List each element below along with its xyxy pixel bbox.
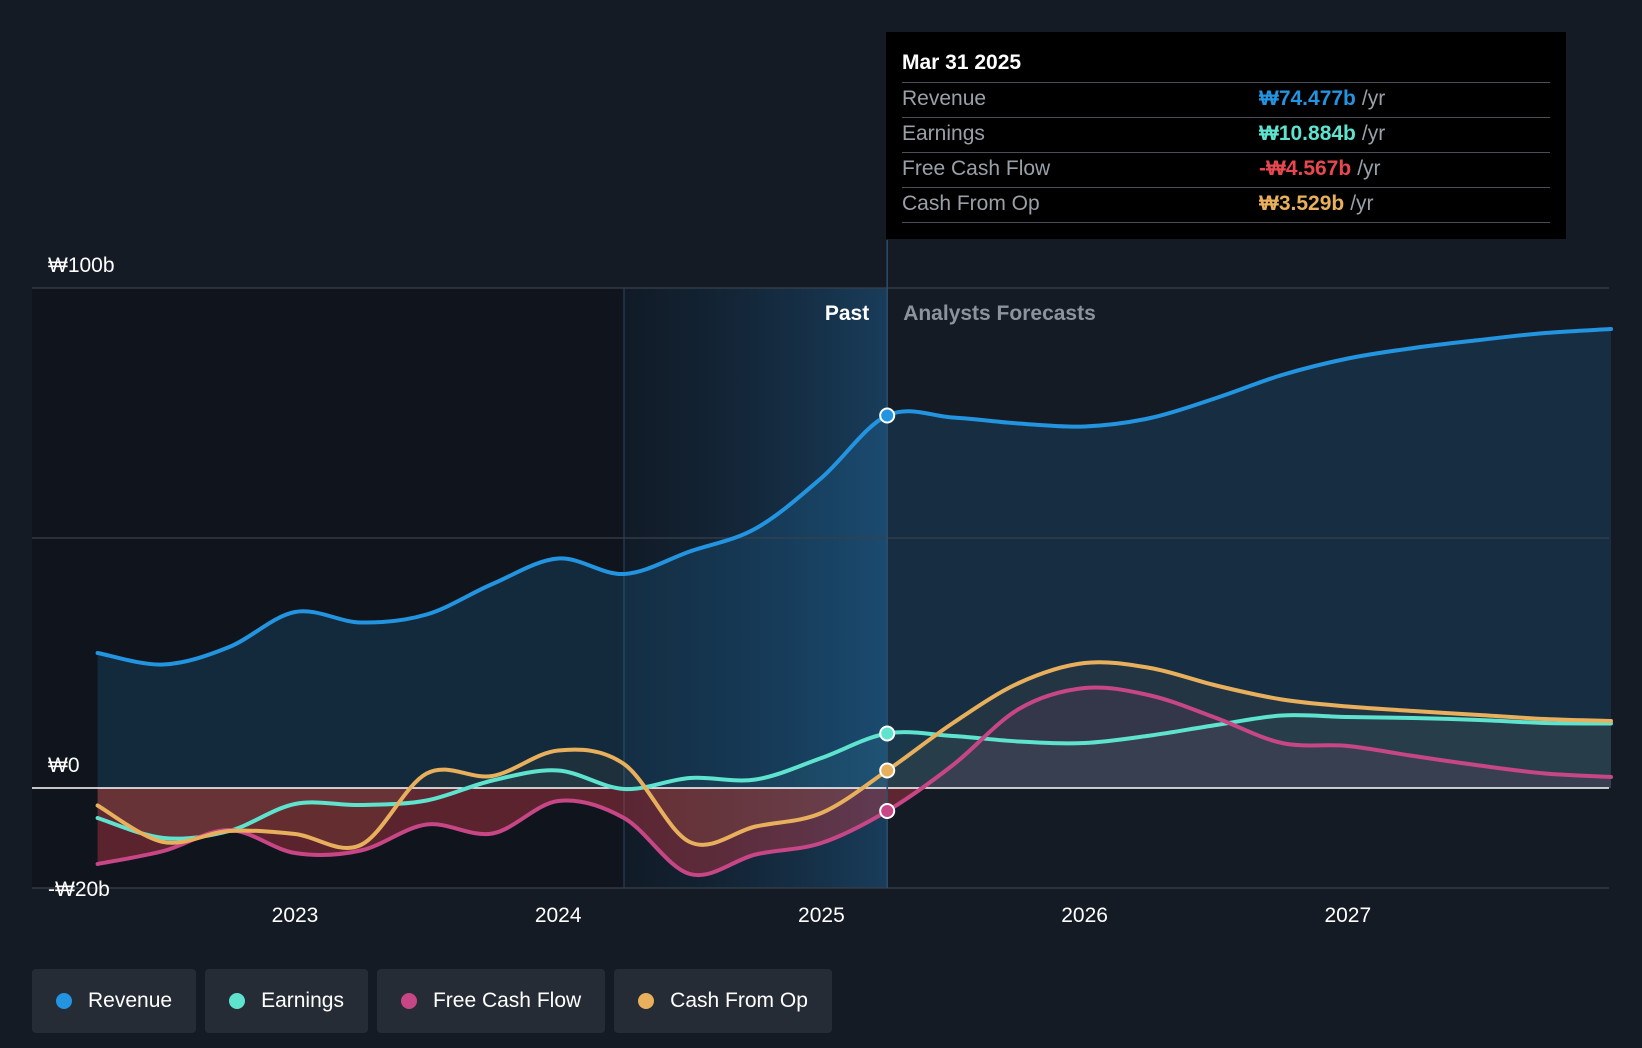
tooltip-unit: /yr <box>1361 122 1386 145</box>
tooltip-row-cash-from-op: Cash From Op ₩3.529b /yr <box>902 187 1550 223</box>
legend-label: Earnings <box>261 989 344 1012</box>
x-tick-label: 2027 <box>1324 904 1371 927</box>
line-cash-from-op <box>95 660 1613 850</box>
tooltip-value: ₩3.529b <box>1259 192 1345 215</box>
legend-dot-icon <box>638 993 655 1009</box>
x-tick-label: 2025 <box>798 904 845 927</box>
line-earnings <box>95 713 1613 841</box>
legend-dot-icon <box>56 993 72 1009</box>
y-tick-label: ₩0 <box>48 754 80 777</box>
marker-revenue <box>879 407 896 424</box>
tooltip: Mar 31 2025 Revenue ₩74.477b /yr Earning… <box>886 32 1566 239</box>
area-free-cash-flow-negative <box>97 788 1611 876</box>
legend-dot-icon <box>229 993 246 1009</box>
tooltip-value: ₩10.884b <box>1259 122 1356 145</box>
area-earnings-negative <box>97 788 1611 839</box>
tooltip-label: Free Cash Flow <box>902 157 1051 180</box>
x-tick-label: 2024 <box>535 904 582 927</box>
legend: Revenue Earnings Free Cash Flow Cash Fro… <box>32 969 832 1033</box>
tooltip-unit: /yr <box>1357 157 1381 180</box>
marker-cash-from-op <box>879 762 896 779</box>
tooltip-date: Mar 31 2025 <box>902 51 1022 74</box>
x-tick-label: 2026 <box>1061 904 1108 927</box>
tooltip-unit: /yr <box>1361 87 1386 110</box>
area-cash-from-op <box>97 662 1611 788</box>
marker-free-cash-flow <box>879 803 896 819</box>
forecast-label: Analysts Forecasts <box>903 302 1096 325</box>
past-label: Past <box>825 302 869 325</box>
legend-label: Cash From Op <box>670 989 808 1012</box>
legend-dot-icon <box>400 993 417 1009</box>
legend-item-free-cash-flow[interactable]: Free Cash Flow <box>376 969 606 1033</box>
tooltip-row-revenue: Revenue ₩74.477b /yr <box>902 82 1550 117</box>
area-earnings <box>97 715 1611 788</box>
area-revenue <box>97 329 1612 788</box>
tooltip-label: Revenue <box>902 87 987 110</box>
line-revenue <box>95 327 1613 667</box>
line-free-cash-flow <box>95 685 1613 878</box>
legend-item-revenue[interactable]: Revenue <box>32 969 197 1033</box>
legend-label: Free Cash Flow <box>432 989 582 1012</box>
tooltip-label: Cash From Op <box>902 192 1040 215</box>
legend-item-earnings[interactable]: Earnings <box>205 969 368 1033</box>
area-free-cash-flow <box>97 687 1611 788</box>
marker-earnings <box>879 725 896 742</box>
legend-item-cash-from-op[interactable]: Cash From Op <box>614 969 832 1033</box>
tooltip-label: Earnings <box>902 122 985 145</box>
tooltip-value: ₩74.477b <box>1259 87 1356 110</box>
area-cash-from-op-negative <box>97 788 1611 848</box>
y-tick-label: ₩100b <box>48 254 115 277</box>
tooltip-value: -₩4.567b <box>1259 157 1352 180</box>
tooltip-row-earnings: Earnings ₩10.884b /yr <box>902 117 1550 152</box>
tooltip-unit: /yr <box>1350 192 1374 215</box>
tooltip-row-free-cash-flow: Free Cash Flow -₩4.567b /yr <box>902 152 1550 187</box>
x-tick-label: 2023 <box>272 904 319 927</box>
y-tick-label: -₩20b <box>48 878 110 901</box>
legend-label: Revenue <box>88 989 173 1012</box>
